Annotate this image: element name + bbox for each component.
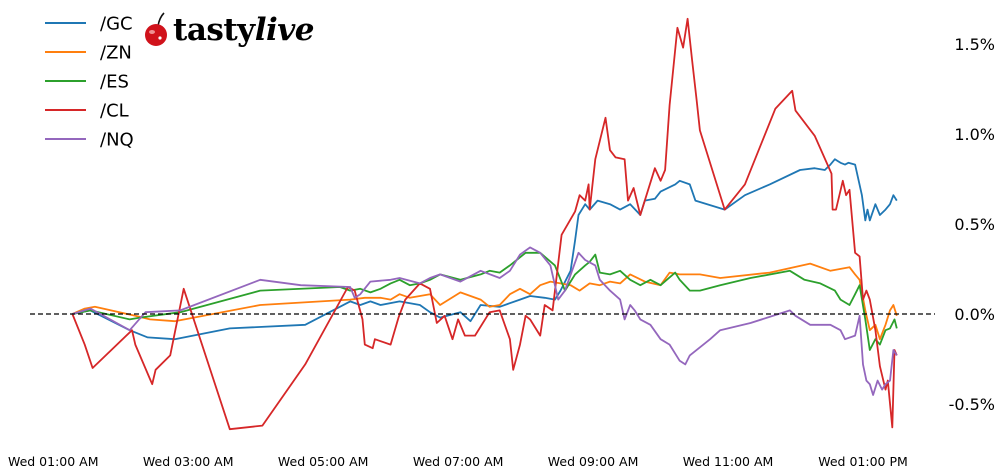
y-tick-label: 0.0% [954,305,995,324]
series-line-es [72,251,898,351]
x-tick-label: Wed 03:00 AM [143,454,234,469]
series-line-nq [72,246,898,396]
legend-item: /ZN [45,43,132,64]
y-axis-ticks: 1.5% 1.0% 0.5% 0.0% -0.5% [949,35,995,414]
legend-item: /ES [45,72,129,93]
x-tick-label: Wed 11:00 AM [683,454,774,469]
legend-label: /ZN [100,43,132,64]
legend-label: /ES [100,72,129,93]
y-tick-label: 0.5% [954,215,995,234]
series-line-cl [71,17,898,431]
series-line-zn [72,262,898,341]
y-tick-label: 1.0% [954,125,995,144]
logo-wordmark: tastylive [173,12,315,48]
y-tick-label: 1.5% [954,35,995,54]
legend-label: /CL [100,101,129,122]
series-line-gc [72,158,898,341]
x-tick-label: Wed 07:00 AM [413,454,504,469]
legend-label: /NQ [100,130,134,151]
tastylive-logo: tastylive [143,12,315,48]
legend-label: /GC [100,14,133,35]
x-tick-label: Wed 01:00 AM [8,454,99,469]
legend: /GC/ZN/ES/CL/NQ [45,14,134,151]
x-axis-ticks: Wed 01:00 AM Wed 03:00 AM Wed 05:00 AM Wed … [8,454,908,469]
legend-item: /CL [45,101,129,122]
x-tick-label: Wed 05:00 AM [278,454,369,469]
legend-item: /NQ [45,130,134,151]
y-tick-label: -0.5% [949,395,995,414]
x-tick-label: Wed 09:00 AM [548,454,639,469]
legend-item: /GC [45,14,133,35]
series-layer [71,17,898,431]
x-tick-label: Wed 01:00 PM [818,454,908,469]
cherry-icon [145,12,167,46]
